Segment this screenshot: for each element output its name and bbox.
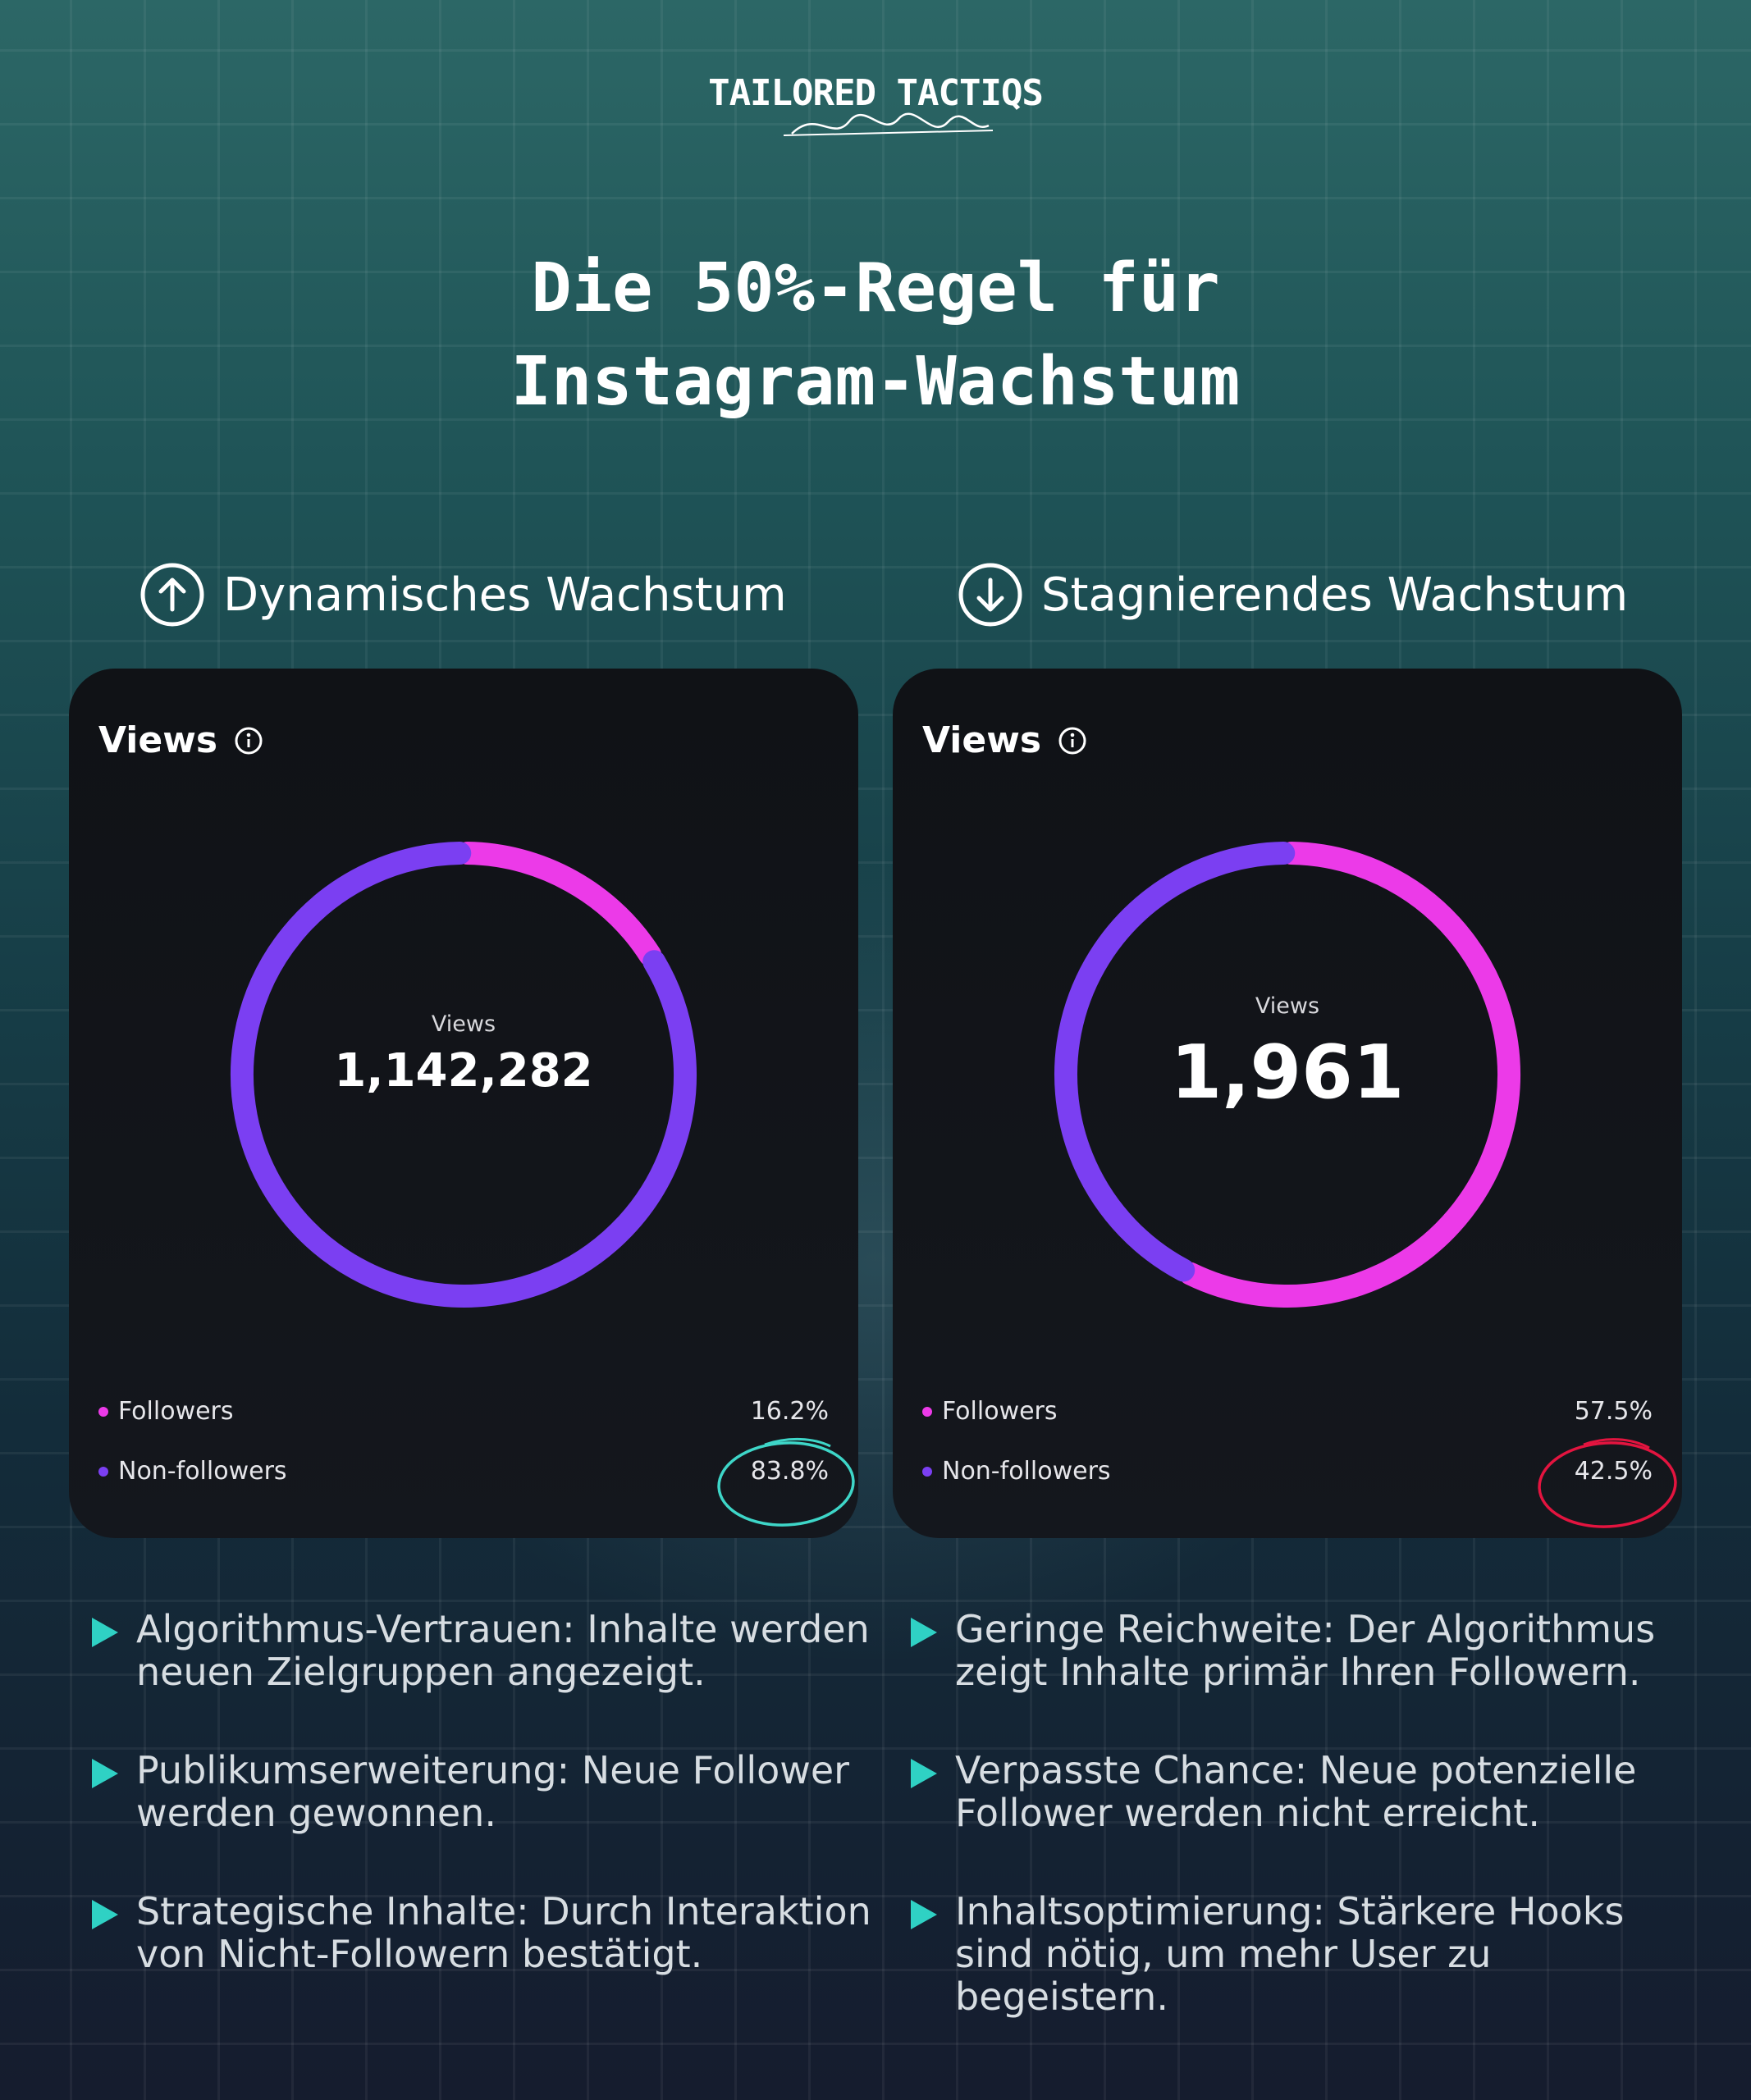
bullet-text: Algorithmus-Vertrauen: Inhalte werden ne…	[136, 1607, 870, 1694]
donut-center-label: Views	[1255, 993, 1320, 1019]
play-icon	[92, 1759, 118, 1788]
list-item: Inhaltsoptimierung: Stärkere Hooks sind …	[911, 1890, 1698, 2018]
right-heading-text: Stagnierendes Wachstum	[1041, 568, 1629, 622]
brand-name: TAILORED TACTIQS	[708, 72, 1044, 114]
right-section-heading: Stagnierendes Wachstum	[958, 562, 1628, 628]
bullet-text: Publikumserweiterung: Neue Follower werd…	[136, 1748, 850, 1835]
bullet-text: Strategische Inhalte: Durch Interaktion …	[136, 1889, 871, 1976]
bullet-text: Geringe Reichweite: Der Algorithmus zeig…	[955, 1607, 1656, 1694]
play-icon	[911, 1759, 937, 1788]
left-heading-text: Dynamisches Wachstum	[223, 568, 787, 622]
list-item: Strategische Inhalte: Durch Interaktion …	[92, 1890, 880, 1975]
followers-dot	[922, 1406, 932, 1417]
legend-label: Non-followers	[942, 1457, 1111, 1486]
donut-chart	[1054, 842, 1520, 1308]
play-icon	[92, 1900, 118, 1929]
legend-value: 83.8%	[750, 1457, 829, 1486]
left-section-heading: Dynamisches Wachstum	[139, 562, 787, 628]
legend-value: 16.2%	[750, 1397, 829, 1426]
legend-row-non-followers: Non-followers 42.5%	[922, 1457, 1653, 1486]
legend-value: 42.5%	[1574, 1457, 1653, 1486]
highlight-circle-icon	[1538, 1438, 1677, 1528]
legend-row-non-followers: Non-followers 83.8%	[98, 1457, 829, 1486]
legend-row-followers: Followers 16.2%	[98, 1397, 829, 1426]
non-followers-dot	[922, 1466, 932, 1477]
donut-slice-followers	[455, 842, 662, 967]
info-icon[interactable]	[1058, 726, 1087, 756]
signature-icon	[784, 112, 994, 136]
legend-label: Non-followers	[118, 1457, 287, 1486]
list-item: Geringe Reichweite: Der Algorithmus zeig…	[911, 1608, 1698, 1693]
card-title: Views	[98, 719, 263, 761]
followers-dot	[98, 1406, 108, 1417]
page-title: Die 50%-Regel für Instagram-Wachstum	[0, 242, 1751, 429]
card-title: Views	[922, 719, 1087, 761]
play-icon	[92, 1618, 118, 1647]
donut-center-value: 1,142,282	[334, 1044, 593, 1098]
bullet-text: Verpasste Chance: Neue potenzielle Follo…	[955, 1748, 1637, 1835]
legend-label: Followers	[942, 1397, 1058, 1426]
page-title-line-1: Die 50%-Regel für	[531, 249, 1220, 327]
highlight-circle-icon	[717, 1438, 855, 1527]
left-bullet-list: Algorithmus-Vertrauen: Inhalte werden ne…	[92, 1608, 880, 2031]
list-item: Algorithmus-Vertrauen: Inhalte werden ne…	[92, 1608, 880, 1693]
legend-value: 57.5%	[1574, 1397, 1653, 1426]
list-item: Verpasste Chance: Neue potenzielle Follo…	[911, 1749, 1698, 1834]
donut-chart	[230, 842, 697, 1308]
arrow-up-circle-icon	[140, 563, 204, 627]
list-item: Publikumserweiterung: Neue Follower werd…	[92, 1749, 880, 1834]
right-views-card: Views Views 1,961 Followers 57.5% Non-fo…	[893, 669, 1682, 1538]
legend-label: Followers	[118, 1397, 234, 1426]
page-title-line-2: Instagram-Wachstum	[510, 343, 1241, 421]
bullet-text: Inhaltsoptimierung: Stärkere Hooks sind …	[955, 1889, 1625, 2019]
donut-slice-followers	[1178, 842, 1520, 1308]
left-views-card: Views Views 1,142,282 Followers 16.2% No…	[69, 669, 858, 1538]
donut-slice-non-followers	[1054, 842, 1296, 1282]
card-title-text: Views	[98, 719, 218, 761]
donut-center-label: Views	[431, 1011, 496, 1037]
info-icon[interactable]	[234, 726, 263, 756]
card-title-text: Views	[922, 719, 1042, 761]
right-bullet-list: Geringe Reichweite: Der Algorithmus zeig…	[911, 1608, 1698, 2074]
arrow-down-circle-icon	[958, 563, 1022, 627]
non-followers-dot	[98, 1466, 108, 1477]
legend-row-followers: Followers 57.5%	[922, 1397, 1653, 1426]
donut-center-value: 1,961	[1170, 1029, 1405, 1116]
donut-slice-non-followers	[230, 842, 697, 1308]
play-icon	[911, 1900, 937, 1929]
play-icon	[911, 1618, 937, 1647]
brand-logo: TAILORED TACTIQS	[0, 72, 1751, 136]
